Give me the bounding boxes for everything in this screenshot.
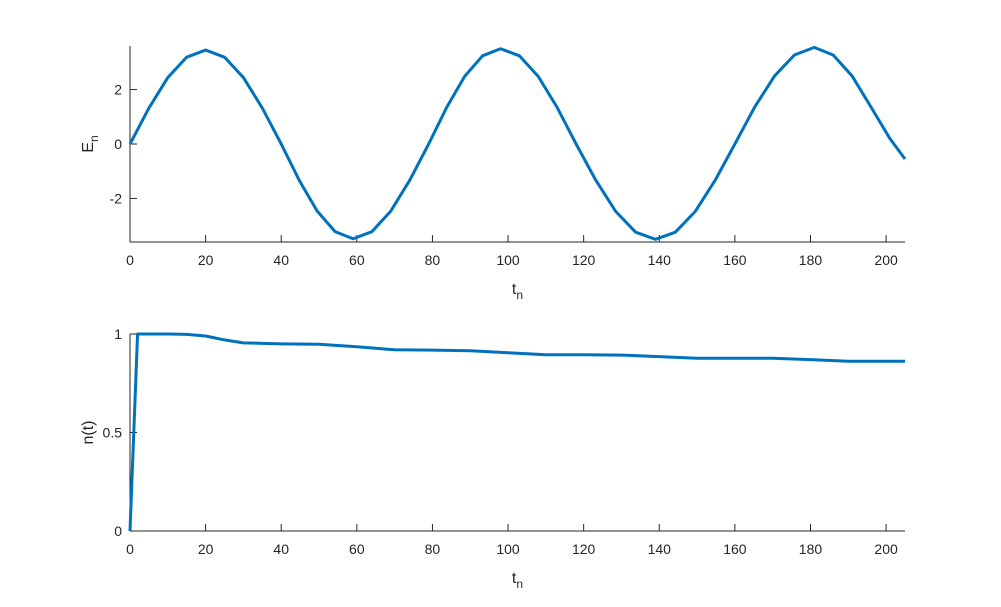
y-tick-label: 2 (114, 82, 122, 98)
x-tick-label: 140 (648, 252, 672, 268)
y-label-subscript: n (87, 135, 101, 142)
x-tick-label: 120 (572, 541, 596, 557)
x-tick-label: 60 (349, 541, 365, 557)
x-tick-label: 200 (874, 252, 898, 268)
x-tick-label: 200 (874, 541, 898, 557)
x-label: tn (512, 570, 523, 591)
x-tick-label: 80 (425, 252, 441, 268)
x-tick-label: 120 (572, 252, 596, 268)
x-tick-label: 160 (723, 541, 747, 557)
x-label-text: t (512, 570, 517, 587)
y-label: En (80, 135, 101, 152)
y-tick-label: 0 (114, 523, 122, 539)
data-line (128, 332, 905, 532)
x-tick-label: 40 (273, 541, 289, 557)
x-tick-label: 140 (648, 541, 672, 557)
x-label: tn (512, 281, 523, 302)
x-tick-label: 100 (496, 252, 520, 268)
x-label-subscript: n (516, 577, 523, 591)
data-line (128, 45, 907, 241)
x-tick-label: 20 (198, 541, 214, 557)
x-tick-label: 0 (126, 541, 134, 557)
y-tick-label: 0 (114, 136, 122, 152)
x-tick-label: 80 (425, 541, 441, 557)
y-tick-label: 0.5 (103, 425, 123, 441)
x-tick-label: 40 (273, 252, 289, 268)
x-tick-label: 180 (799, 541, 823, 557)
y-label-text: E (80, 142, 97, 153)
x-tick-label: 60 (349, 252, 365, 268)
x-label-subscript: n (516, 288, 523, 302)
y-label-text: n(t) (80, 421, 97, 445)
y-label: n(t) (80, 421, 97, 445)
x-tick-label: 180 (799, 252, 823, 268)
x-tick-label: 160 (723, 252, 747, 268)
y-tick-label: -2 (110, 190, 123, 206)
y-tick-label: 1 (114, 326, 122, 342)
x-label-text: t (512, 281, 517, 298)
x-tick-label: 0 (126, 252, 134, 268)
x-tick-label: 20 (198, 252, 214, 268)
x-tick-label: 100 (496, 541, 520, 557)
